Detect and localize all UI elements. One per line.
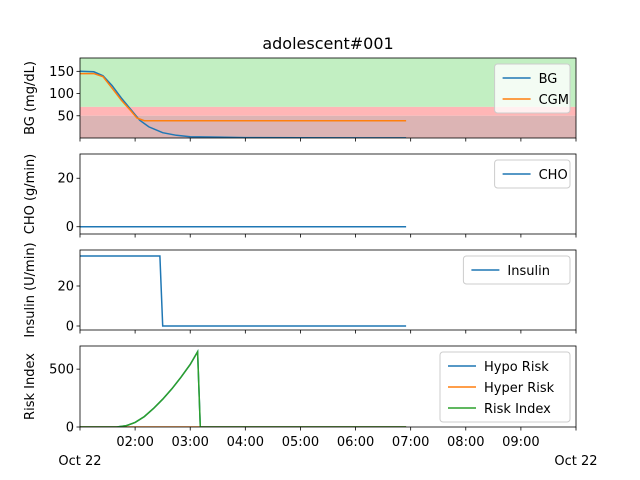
y-tick-label: 0 xyxy=(66,220,74,235)
y-axis-label: Insulin (U/min) xyxy=(23,242,38,337)
subplot-3: 0 20 Insulin (U/min) Insulin xyxy=(23,242,577,338)
legend: BG CGM xyxy=(494,63,571,114)
chart-title: adolescent#001 xyxy=(262,34,393,53)
series-line-insulin xyxy=(80,255,407,327)
y-tick-label: 0 xyxy=(66,421,74,436)
legend: Hypo Risk Hyper Risk Risk Index xyxy=(439,351,571,423)
x-date-label-right: Oct 22 xyxy=(554,454,597,469)
y-tick-label: 20 xyxy=(57,172,74,187)
x-tick-label: 03:00 xyxy=(171,435,208,450)
legend-box xyxy=(494,159,571,189)
y-tick-label: 500 xyxy=(49,363,74,378)
axes-frame xyxy=(79,57,577,139)
subplots: 50 100 150 BG (mg/dL) BG CGM 0 20 CHO (g/min) CHO… xyxy=(23,57,577,450)
legend-label: CGM xyxy=(539,93,569,108)
x-tick-label: 07:00 xyxy=(392,435,429,450)
legend-box xyxy=(462,255,571,285)
x-tick-label: 08:00 xyxy=(447,435,484,450)
legend-label: Risk Index xyxy=(484,402,551,417)
y-tick-label: 150 xyxy=(49,65,74,80)
axes-frame xyxy=(79,153,577,235)
y-axis-label: BG (mg/dL) xyxy=(23,61,38,135)
legend-label: Hyper Risk xyxy=(484,381,555,396)
legend-box xyxy=(439,351,571,423)
x-tick-label: 06:00 xyxy=(337,435,374,450)
band-severe-hypoglycemia xyxy=(80,115,576,138)
subplot-1: 50 100 150 BG (mg/dL) BG CGM xyxy=(23,57,577,142)
y-axis-label: CHO (g/min) xyxy=(23,154,38,235)
x-date-label-left: Oct 22 xyxy=(58,454,101,469)
y-tick-label: 100 xyxy=(49,87,74,102)
band-normal xyxy=(80,58,576,107)
subplot-2: 0 20 CHO (g/min) CHO xyxy=(23,153,577,238)
series-line-cgm xyxy=(80,72,407,122)
legend-label: BG xyxy=(539,72,558,87)
y-tick-label: 20 xyxy=(57,280,74,295)
x-tick-label: 04:00 xyxy=(227,435,264,450)
legend-label: Insulin xyxy=(507,264,550,279)
y-axis-label: Risk Index xyxy=(23,353,38,420)
legend: CHO xyxy=(494,159,571,189)
axes-frame xyxy=(79,345,577,428)
axes-frame xyxy=(79,249,577,331)
y-tick-label: 0 xyxy=(66,320,74,335)
x-tick-label: 09:00 xyxy=(502,435,539,450)
legend: Insulin xyxy=(462,255,571,285)
band-hypoglycemia xyxy=(80,106,576,116)
x-tick-label: 05:00 xyxy=(282,435,319,450)
legend-box xyxy=(494,63,571,114)
legend-label: Hypo Risk xyxy=(484,360,549,375)
subplot-4: 0 500 Risk Index 02:00 03:00 04:00 05:00 06:00 0… xyxy=(23,345,577,450)
series-line-risk-index xyxy=(80,349,407,427)
legend-label: CHO xyxy=(539,168,568,183)
y-tick-label: 50 xyxy=(57,109,74,124)
x-tick-label: 02:00 xyxy=(116,435,153,450)
